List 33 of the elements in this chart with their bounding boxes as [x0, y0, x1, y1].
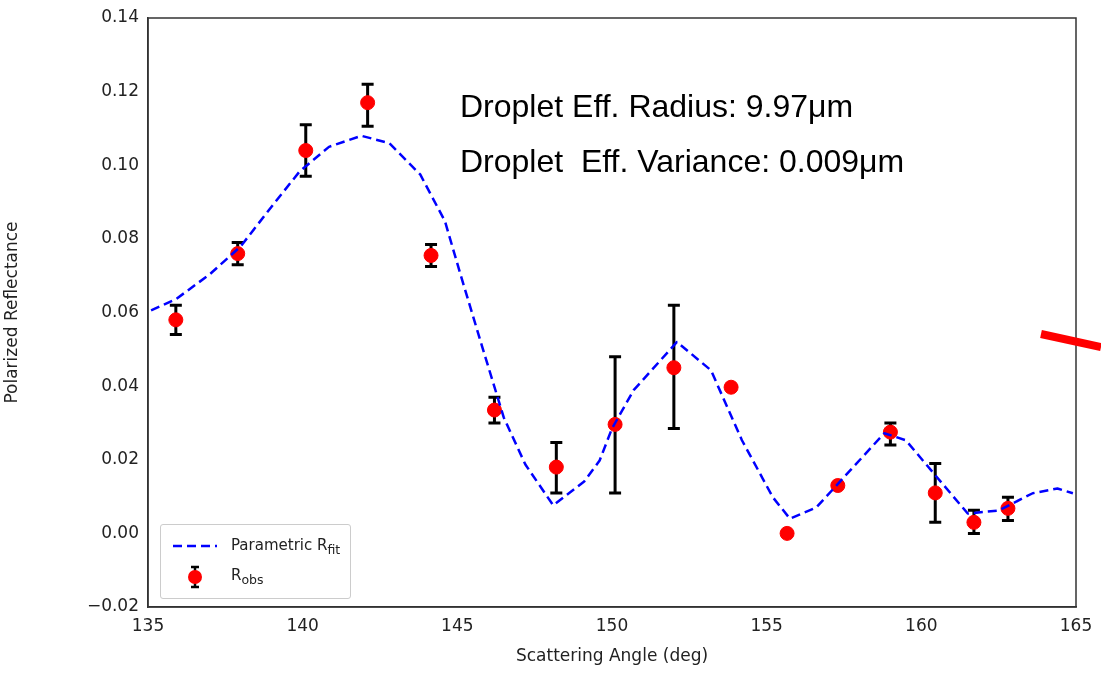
annotation: Droplet Eff. Radius: 9.97μm — [460, 88, 854, 125]
point — [486, 402, 502, 418]
y-tick-label: 0.00 — [101, 521, 139, 542]
legend-label: Parametric R$_{fit}$ — [231, 534, 341, 559]
x-tick-label: 150 — [595, 614, 629, 635]
point — [168, 312, 184, 328]
x-tick-label: 135 — [131, 614, 165, 635]
y-tick-label: 0.14 — [101, 6, 139, 27]
y-tick-label: 0.08 — [101, 227, 139, 248]
point — [723, 379, 739, 395]
point — [666, 360, 682, 376]
y-tick-label: 0.02 — [101, 448, 139, 469]
y-tick-label: 0.10 — [101, 153, 139, 174]
point — [423, 247, 439, 263]
point — [298, 143, 314, 159]
point — [360, 95, 376, 111]
annotation: Droplet Eff. Variance: 0.009μm — [460, 143, 905, 180]
y-tick-label: −0.02 — [86, 595, 139, 616]
x-tick-label: 145 — [441, 614, 474, 635]
y-axis-title: Polarized Reflectance — [0, 221, 21, 404]
point — [548, 459, 564, 475]
point — [927, 485, 943, 501]
x-tick-label: 140 — [286, 614, 319, 635]
x-tick-label: 155 — [750, 614, 783, 635]
legend-label: R$_{obs}$ — [231, 565, 264, 590]
x-tick-label: 160 — [905, 614, 938, 635]
point — [966, 514, 982, 530]
x-tick-label: 165 — [1059, 614, 1093, 635]
y-tick-label: 0.12 — [101, 80, 139, 101]
y-tick-label: 0.06 — [101, 300, 139, 321]
y-tick-label: 0.04 — [101, 374, 139, 395]
point — [779, 525, 795, 541]
x-axis-title: Scattering Angle (deg) — [515, 645, 709, 666]
